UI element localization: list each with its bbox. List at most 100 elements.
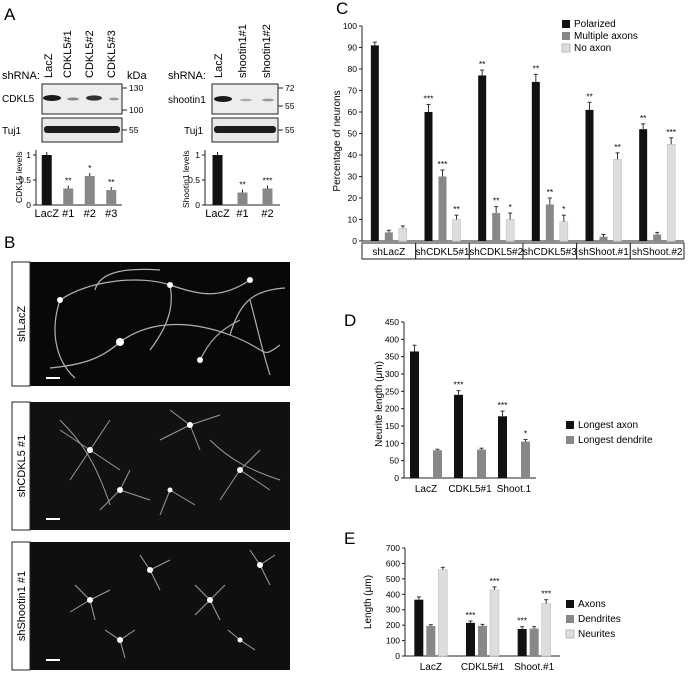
chart-e-sig: *** [541,589,552,599]
image-shshootin1: shShootin1 #1 [11,541,290,671]
shrna-label-left: shRNA: [2,70,40,82]
chart-c-legend-label: Multiple axons [574,31,638,42]
chart-c-ytick: 60 [348,107,358,117]
mini-shootin-ytick: 1 [195,150,200,160]
lane-label-cdkl5-2: CDKL5#2 [84,30,96,78]
chart-d-ytick: 150 [385,421,399,431]
chart-e-ytick: 200 [386,620,400,630]
band-shootin1-2 [262,98,274,102]
chart-c-xlabel: shShoot.#1 [578,247,629,258]
chart-c-bar [639,129,648,241]
chart-d-xlabel: CDKL5#1 [448,484,492,495]
marker-55-left: 55 [129,125,139,135]
chart-d-legend-swatch [566,421,574,429]
chart-d-bar [433,450,442,478]
chart-c-sig: ** [640,113,647,123]
marker-130: 130 [129,83,143,93]
chart-e-ytick: 0 [395,651,400,661]
mini-cdkl5-xlabel: #2 [84,208,96,220]
band-shootin1-lacz [214,96,232,102]
mini-shootin-sig: ** [239,180,246,190]
chart-c-xlabel: shCDKL5#3 [523,247,577,258]
chart-d-legend-swatch [566,436,574,444]
lane-label-shootin1-1: shootin1#1 [237,24,249,78]
chart-c-ylabel: Percentage of neurons [332,90,343,191]
chart-d-sig: * [524,429,528,439]
chart-e-ylabel: Length (μm) [363,575,374,629]
mini-shootin-xlabel: LacZ [205,208,230,220]
row-label-tuj1-left: Tuj1 [2,126,22,137]
blot-left: shRNA: LacZ CDKL5#1 CDKL5#2 CDKL5#3 kDa … [2,30,147,143]
mini-cdkl5-sig: * [88,163,92,173]
chart-c-ytick: 30 [348,172,358,182]
mini-cdkl5-xlabel: #1 [62,208,74,220]
chart-c-ytick: 80 [348,64,358,74]
chart-c-ytick: 40 [348,150,358,160]
chart-c-ytick: 10 [348,215,358,225]
chart-c-sig: ** [614,142,621,152]
chart-c-bar [478,75,487,241]
chart-c-bar [370,45,379,241]
chart-c-bar [438,176,447,241]
mini-shootin-xlabel: #1 [236,208,248,220]
band-cdkl5-lacz [43,95,61,101]
shrna-label-right: shRNA: [168,70,206,82]
chart-c-bar [452,219,461,242]
panel-label-a: A [4,5,16,24]
chart-e-xlabel: Shoot.#1 [514,662,554,673]
chart-e-ytick: 600 [386,558,400,568]
chart-e-xlabel: CDKL5#1 [461,662,505,673]
chart-e-legend-label: Neurites [578,629,615,640]
chart-d-ylabel: Neurite length (μm) [374,361,385,447]
chart-e-ytick: 500 [386,574,400,584]
chart-d-bar [521,441,530,478]
chart-c-bar [613,159,622,242]
chart-c-ytick: 90 [348,43,358,53]
chart-e-bar [529,628,539,656]
chart-c-xlabel: shShoot.#2 [632,247,683,258]
lane-label-cdkl5-1: CDKL5#1 [62,30,74,78]
chart-c-legend-label: Polarized [574,19,616,30]
chart-c-xlabel: shLacZ [372,247,405,258]
chart-d-ytick: 100 [385,438,399,448]
marker-55-shootin: 55 [285,101,295,111]
chart-e-bar [489,589,500,657]
mini-cdkl5-bar [41,155,52,205]
chart-d-sig: *** [498,400,509,410]
row-label-shootin1: shootin1 [168,95,206,106]
chart-e-xlabel: LacZ [420,662,442,673]
chart-c-bar [424,112,433,241]
mini-cdkl5-bar [106,190,117,205]
row-label-cdkl5: CDKL5 [2,94,35,105]
chart-c-bar [384,232,393,241]
band-shootin1-1 [240,98,252,102]
mini-chart-shootin1: Shootin1 levels 0 0.5 1 LacZ ** #1 *** #2 [181,150,280,220]
chart-e-ytick: 700 [386,543,400,553]
chart-c-xlabel: shCDKL5#1 [416,247,470,258]
chart-d-ytick: 200 [385,404,399,414]
chart-c-sig: ** [493,196,500,206]
chart-e-legend-label: Dendrites [578,614,621,625]
chart-c-bar [585,109,594,241]
chart-e-sig: *** [466,610,477,620]
band-tuj1-left [44,126,120,133]
chart-c-sig: ** [533,63,540,73]
chart-d-xlabel: Shoot.1 [497,484,532,495]
chart-c-ytick: 50 [348,129,358,139]
chart-c-bar [531,81,540,242]
chart-c-legend-label: No axon [574,43,611,54]
mini-cdkl5-bar [84,176,95,205]
chart-d-ytick: 300 [385,369,399,379]
mini-cdkl5-sig: ** [65,176,72,186]
chart-c-legend-swatch [562,32,570,40]
chart-e-bar [466,622,475,656]
mini-ylabel-shootin1: Shootin1 levels [181,150,191,208]
chart-c-ytick: 0 [352,236,357,246]
chart-e-sig: *** [517,616,528,626]
mini-shootin-bar [262,188,273,205]
chart-d-ytick: 350 [385,352,399,362]
chart-d-bar [454,394,463,478]
mini-cdkl5-ytick: 0 [26,200,31,210]
chart-c-sig: ** [453,204,460,214]
